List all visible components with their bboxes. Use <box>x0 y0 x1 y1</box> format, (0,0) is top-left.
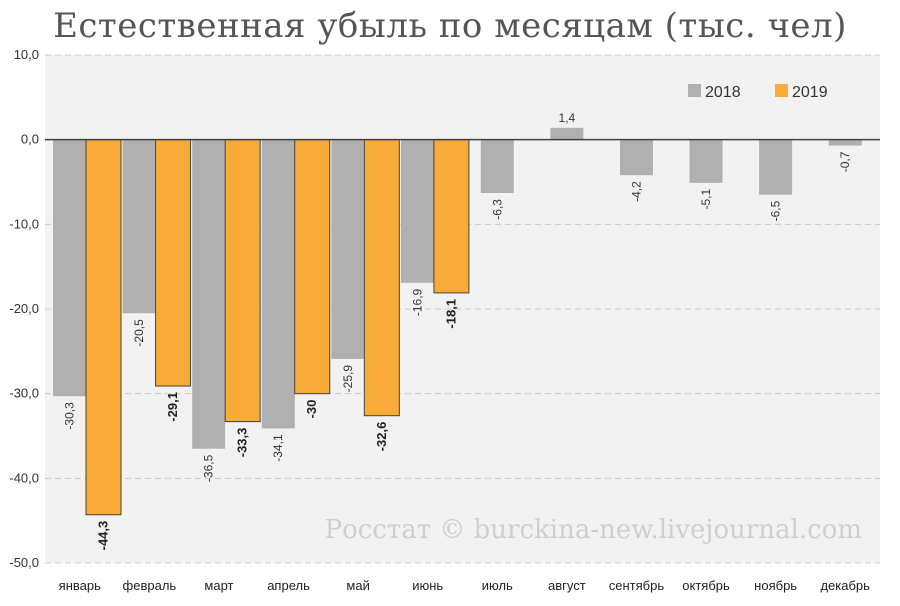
bar-2018 <box>122 139 156 314</box>
bar-2018 <box>828 139 862 146</box>
y-tick-label: -20,0 <box>9 301 39 316</box>
bar-2019 <box>85 139 122 516</box>
bar-2018 <box>192 139 226 449</box>
data-label-2018: -25,9 <box>341 365 355 393</box>
x-category-label: апрель <box>267 578 310 593</box>
data-label-2018: -0,7 <box>838 151 852 172</box>
y-tick-label: -30,0 <box>9 386 39 401</box>
data-label-2019: -30 <box>304 400 319 419</box>
bar-2019 <box>155 139 192 387</box>
bar-2019 <box>294 139 331 395</box>
x-category-label: май <box>346 578 369 593</box>
data-label-2019: -44,3 <box>96 521 111 551</box>
data-label-2018: -6,3 <box>490 199 504 220</box>
bar-2018 <box>261 139 295 429</box>
legend-label-2018: 2018 <box>705 84 741 101</box>
legend-swatch-2018 <box>688 84 701 97</box>
data-label-2019: -18,1 <box>443 299 458 329</box>
x-category-label: октябрь <box>682 578 730 593</box>
x-category-label: июнь <box>412 578 443 593</box>
data-label-2018: -36,5 <box>202 454 216 482</box>
x-category-label: январь <box>59 578 101 593</box>
data-label-2018: -6,5 <box>769 200 783 221</box>
x-category-label: февраль <box>123 578 177 593</box>
x-category-label: март <box>204 578 233 593</box>
y-tick-label: -50,0 <box>9 555 39 570</box>
data-label-2018: -30,3 <box>63 402 77 430</box>
x-category-label: сентябрь <box>609 578 665 593</box>
legend-label-2019: 2019 <box>792 84 828 101</box>
x-category-label: июль <box>482 578 513 593</box>
data-label-2019: -33,3 <box>235 428 250 458</box>
data-label-2019: -32,6 <box>374 422 389 452</box>
y-tick-label: 0,0 <box>21 132 39 147</box>
data-label-2018: -5,1 <box>699 189 713 210</box>
data-label-2018: -34,1 <box>271 434 285 462</box>
x-category-label: ноябрь <box>754 578 797 593</box>
y-tick-label: 10,0 <box>14 47 39 62</box>
bar-2018 <box>619 139 653 176</box>
bar-2018 <box>400 139 434 283</box>
bar-2019 <box>363 139 400 417</box>
data-label-2018: -16,9 <box>410 288 424 316</box>
y-tick-label: -40,0 <box>9 470 39 485</box>
chart-title: Естественная убыль по месяцам (тыс. чел) <box>53 6 847 46</box>
data-label-2019: -29,1 <box>165 392 180 422</box>
x-category-label: август <box>548 578 586 593</box>
bar-2018 <box>759 139 793 195</box>
bar-2019 <box>224 139 261 423</box>
bar-2018 <box>480 139 514 194</box>
data-label-2018: -4,2 <box>629 181 643 202</box>
y-tick-label: -10,0 <box>9 216 39 231</box>
bar-2019 <box>433 139 470 294</box>
x-category-label: декабрь <box>820 578 870 593</box>
legend-swatch-2019 <box>775 84 788 97</box>
watermark-annotation: Росстат © burckina-new.livejournal.com <box>325 515 862 545</box>
data-label-2018: -20,5 <box>132 319 146 347</box>
bar-2018 <box>331 139 365 359</box>
bar-2018 <box>550 127 584 140</box>
data-label-2018: 1,4 <box>559 111 576 125</box>
bar-2018 <box>689 139 723 183</box>
bar-2018 <box>53 139 86 397</box>
